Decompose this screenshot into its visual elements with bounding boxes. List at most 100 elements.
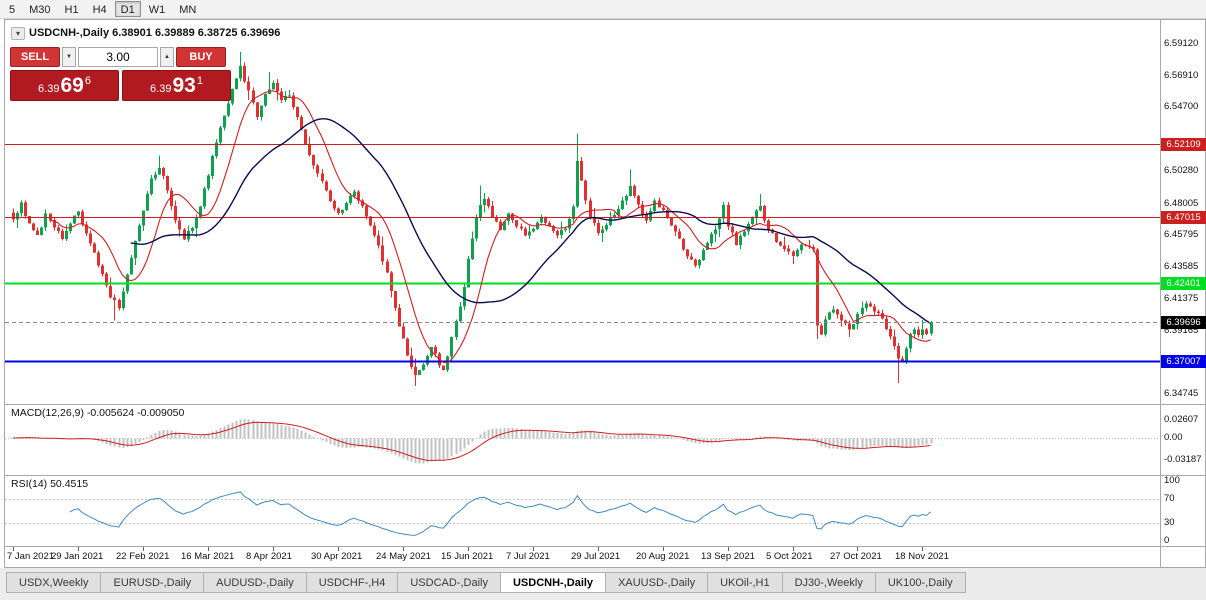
date-axis-label: 13 Sep 2021: [701, 551, 755, 562]
chart-tab-uk100[interactable]: UK100-,Daily: [875, 572, 966, 593]
volume-decrease-icon[interactable]: ▼: [62, 47, 76, 67]
ask-price-button[interactable]: 6.39 93 1: [122, 70, 231, 101]
date-tick: [793, 547, 794, 551]
price-axis-label: 6.34745: [1164, 388, 1199, 399]
macd-axis-label: 0.02607: [1164, 414, 1199, 425]
date-tick: [78, 547, 79, 551]
date-tick: [857, 547, 858, 551]
date-axis-label: 18 Nov 2021: [895, 551, 949, 562]
trade-panel-quotes: 6.39 69 6 6.39 93 1: [10, 70, 234, 101]
bid-big-digits: 69: [60, 74, 84, 97]
rsi-axis-label: 70: [1164, 493, 1175, 504]
price-axis-label: 6.48005: [1164, 198, 1199, 209]
date-axis-label: 15 Jun 2021: [441, 551, 494, 562]
panel-separator[interactable]: [5, 404, 1205, 405]
date-tick: [533, 547, 534, 551]
volume-input[interactable]: [78, 47, 158, 67]
date-axis-label: 24 May 2021: [376, 551, 431, 562]
date-axis-label: 29 Jul 2021: [571, 551, 621, 562]
date-axis-label: 16 Mar 2021: [181, 551, 235, 562]
macd-axis-label: 0.00: [1164, 432, 1183, 443]
date-tick: [143, 547, 144, 551]
date-axis-label: 8 Apr 2021: [246, 551, 292, 562]
rsi-axis-label: 100: [1164, 475, 1180, 486]
date-tick: [403, 547, 404, 551]
chart-tab-usdcad[interactable]: USDCAD-,Daily: [398, 572, 501, 593]
chart-tab-dj30[interactable]: DJ30-,Weekly: [782, 572, 876, 593]
panel-separator[interactable]: [5, 475, 1205, 476]
chart-tab-xauusd[interactable]: XAUUSD-,Daily: [606, 572, 709, 593]
date-axis-label: 5 Oct 2021: [766, 551, 813, 562]
date-axis-label: 7 Jul 2021: [506, 551, 550, 562]
volume-increase-icon[interactable]: ▲: [160, 47, 174, 67]
macd-label: MACD(12,26,9) -0.005624 -0.009050: [11, 407, 185, 419]
price-axis-label: 6.41375: [1164, 293, 1199, 304]
date-tick: [13, 547, 14, 551]
level-price-tag: 6.47015: [1161, 211, 1206, 224]
chart-tabs-bar: USDX,Weekly EURUSD-,Daily AUDUSD-,Daily USD…: [6, 572, 966, 593]
chart-tab-audusd[interactable]: AUDUSD-,Daily: [204, 572, 307, 593]
timeframe-button-d1[interactable]: D1: [114, 1, 141, 17]
date-axis-label: 29 Jan 2021: [51, 551, 104, 562]
date-tick: [922, 547, 923, 551]
main-chart-panel: ▾ USDCNH-,Daily 6.38901 6.39889 6.38725 …: [5, 20, 1160, 404]
level-price-tag: 6.42401: [1161, 277, 1206, 290]
timeframe-button-h4[interactable]: H4: [92, 4, 107, 16]
buy-button[interactable]: BUY: [176, 47, 226, 67]
current-price-tag: 6.39696: [1161, 316, 1206, 329]
bid-price-button[interactable]: 6.39 69 6: [10, 70, 119, 101]
price-axis-label: 6.59120: [1164, 38, 1199, 49]
chart-title: USDCNH-,Daily 6.38901 6.39889 6.38725 6.…: [29, 27, 281, 39]
date-axis-label: 20 Aug 2021: [636, 551, 690, 562]
price-axis-label: 6.43585: [1164, 261, 1199, 272]
price-axis-label: 6.39165: [1164, 325, 1199, 336]
chart-tab-usdchf[interactable]: USDCHF-,H4: [306, 572, 399, 593]
ask-big-digits: 93: [172, 74, 196, 97]
trade-panel-controls: SELL ▼ ▲ BUY: [10, 47, 234, 67]
price-axis-label: 6.50280: [1164, 165, 1199, 176]
footer-bar: USDX,Weekly EURUSD-,Daily AUDUSD-,Daily USD…: [0, 568, 1206, 600]
date-tick: [598, 547, 599, 551]
timeframe-button-5[interactable]: 5: [9, 4, 16, 16]
date-tick: [728, 547, 729, 551]
date-tick: [208, 547, 209, 551]
date-tick: [273, 547, 274, 551]
one-click-collapse-button[interactable]: ▾: [11, 27, 25, 40]
rsi-canvas[interactable]: [5, 476, 1160, 546]
macd-indicator-panel: MACD(12,26,9) -0.005624 -0.009050: [5, 405, 1160, 475]
macd-canvas[interactable]: [5, 405, 1160, 475]
timeframe-toolbar: 5 M30 H1 H4 D1 W1 MN: [0, 0, 1206, 19]
bid-prefix: 6.39: [38, 83, 60, 95]
date-axis-label: 7 Jan 2021: [7, 551, 55, 562]
price-axis-label: 6.45795: [1164, 229, 1199, 240]
price-axis-label: 6.54700: [1164, 101, 1199, 112]
rsi-label: RSI(14) 50.4515: [11, 478, 89, 490]
date-tick: [468, 547, 469, 551]
timeframe-button-h1[interactable]: H1: [64, 4, 79, 16]
timeframe-button-m30[interactable]: M30: [29, 4, 51, 16]
chart-tab-usdx[interactable]: USDX,Weekly: [6, 572, 102, 593]
sell-button[interactable]: SELL: [10, 47, 60, 67]
panel-separator: [5, 546, 1205, 547]
price-axis-divider: [1160, 20, 1161, 567]
chart-tab-eurusd[interactable]: EURUSD-,Daily: [101, 572, 205, 593]
rsi-axis-label: 0: [1164, 535, 1170, 546]
timeframe-button-mn[interactable]: MN: [179, 4, 197, 16]
chart-tab-usdcnh[interactable]: USDCNH-,Daily: [500, 572, 607, 593]
bid-pip-digit: 6: [84, 75, 91, 87]
level-price-tag: 6.52109: [1161, 138, 1206, 151]
macd-axis-label: -0.03187: [1164, 454, 1202, 465]
chart-window[interactable]: ▾ USDCNH-,Daily 6.38901 6.39889 6.38725 …: [4, 19, 1206, 568]
ask-prefix: 6.39: [150, 83, 172, 95]
price-chart-canvas[interactable]: [5, 20, 1160, 404]
price-axis-label: 6.56910: [1164, 70, 1199, 81]
rsi-axis-label: 30: [1164, 517, 1175, 528]
chart-tab-ukoil[interactable]: UKOil-,H1: [708, 572, 783, 593]
date-tick: [338, 547, 339, 551]
level-price-tag: 6.37007: [1161, 355, 1206, 368]
timeframe-button-w1[interactable]: W1: [148, 4, 166, 16]
date-tick: [663, 547, 664, 551]
date-axis-label: 30 Apr 2021: [311, 551, 363, 562]
date-axis-label: 27 Oct 2021: [830, 551, 882, 562]
